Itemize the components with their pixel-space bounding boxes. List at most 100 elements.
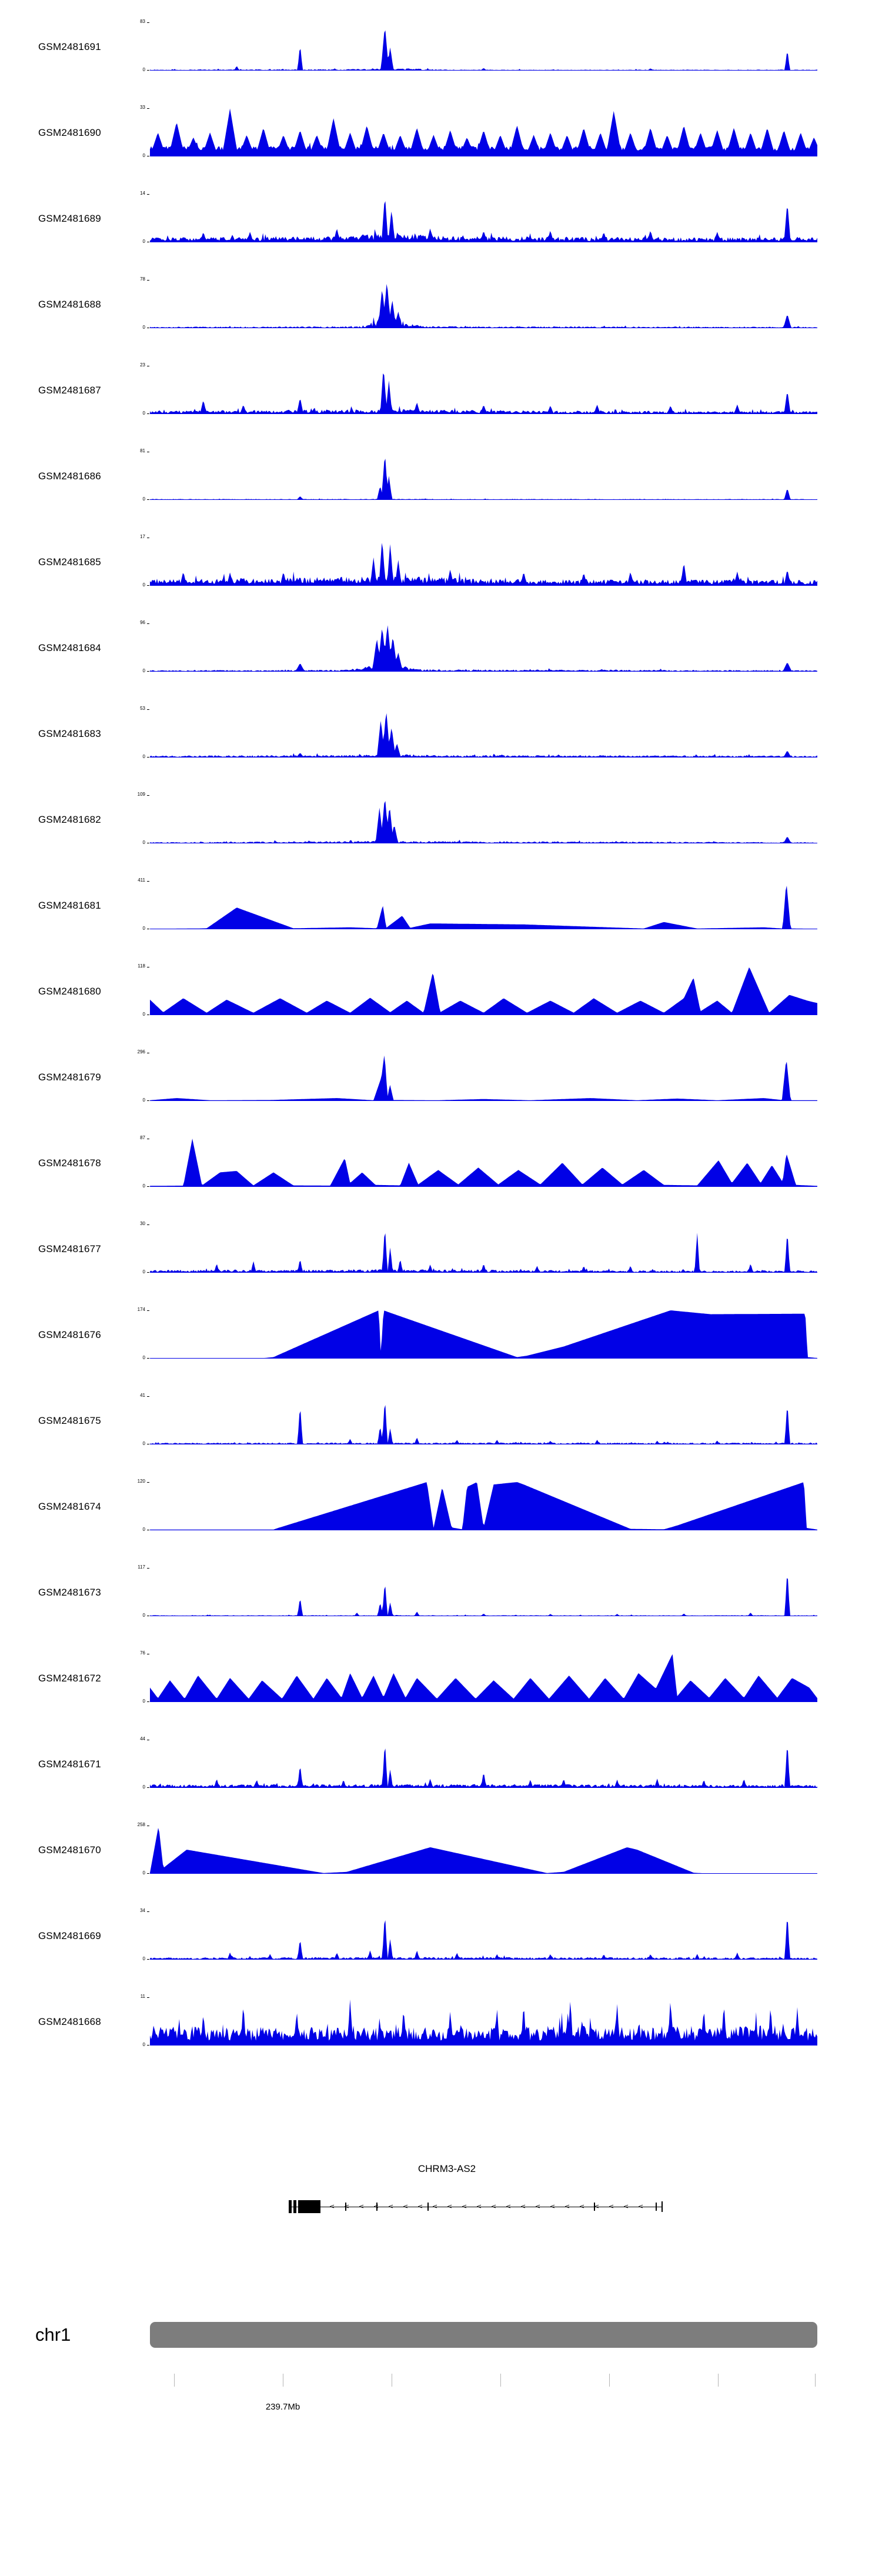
axis-tick	[147, 280, 149, 281]
left-chevron-icon: <	[388, 2203, 394, 2210]
axis-max-label: 117	[138, 1564, 145, 1570]
axis-max-label: 33	[140, 105, 145, 110]
axis-zero-label: 0	[142, 582, 145, 588]
left-chevron-icon: <	[403, 2203, 409, 2210]
track-label: GSM2481674	[38, 1501, 101, 1512]
axis-tick	[147, 671, 149, 672]
exon-block	[293, 2200, 296, 2213]
exon-block	[656, 2203, 657, 2211]
track-row: GSM2481671 44 0	[0, 1735, 882, 1821]
exon-block	[298, 2200, 320, 2213]
axis-max-label: 34	[140, 1908, 145, 1913]
left-chevron-icon: <	[462, 2203, 467, 2210]
track-label: GSM2481684	[38, 642, 101, 653]
axis-max-label: 83	[140, 19, 145, 24]
exon-block	[376, 2203, 377, 2211]
axis-max-label: 44	[140, 1736, 145, 1741]
track-label: GSM2481671	[38, 1759, 101, 1770]
exon-block	[345, 2203, 346, 2211]
track-row: GSM2481686 81 0	[0, 447, 882, 533]
axis-tick	[147, 709, 149, 710]
track-label: GSM2481688	[38, 299, 101, 310]
track-row: GSM2481685 17 0	[0, 533, 882, 619]
axis-zero-label: 0	[142, 496, 145, 502]
track-label: GSM2481672	[38, 1673, 101, 1684]
track-label: GSM2481676	[38, 1329, 101, 1340]
axis-max-label: 78	[140, 276, 145, 282]
axis-tick	[147, 1358, 149, 1359]
coverage-area	[150, 967, 817, 1015]
coverage-area	[150, 1310, 817, 1359]
track-label: GSM2481691	[38, 41, 101, 52]
left-chevron-icon: <	[579, 2203, 585, 2210]
track-label: GSM2481687	[38, 385, 101, 396]
axis-tick	[147, 1959, 149, 1960]
track-row: GSM2481677 30 0	[0, 1220, 882, 1306]
left-chevron-icon: <	[476, 2203, 482, 2210]
track-row: GSM2481673 117 0	[0, 1563, 882, 1649]
axis-zero-label: 0	[142, 668, 145, 673]
axis-zero-label: 0	[142, 1441, 145, 1446]
track-row: GSM2481672 76 0	[0, 1649, 882, 1735]
axis-zero-label: 0	[142, 1870, 145, 1876]
axis-tick	[147, 1568, 149, 1569]
exon-block	[594, 2203, 595, 2211]
track-row: GSM2481682 109 0	[0, 790, 882, 876]
ruler-tick	[609, 2374, 610, 2387]
coverage-plot	[150, 1310, 817, 1359]
axis-tick	[147, 795, 149, 796]
axis-tick	[147, 881, 149, 882]
left-chevron-icon: <	[506, 2203, 512, 2210]
axis-tick	[147, 413, 149, 414]
coverage-area	[150, 201, 817, 242]
axis-zero-label: 0	[142, 1097, 145, 1103]
ruler-position-label: 239.7Mb	[265, 2402, 300, 2412]
track-row: GSM2481683 53 0	[0, 705, 882, 790]
coverage-area	[150, 886, 817, 929]
track-label: GSM2481682	[38, 814, 101, 825]
coverage-plot	[150, 1749, 817, 1788]
left-chevron-icon: <	[520, 2203, 526, 2210]
coverage-area	[150, 543, 817, 586]
left-chevron-icon: <	[594, 2203, 600, 2210]
coverage-plot	[150, 1999, 817, 2046]
axis-zero-label: 0	[142, 325, 145, 330]
gene-name-label: CHRM3-AS2	[417, 2163, 476, 2174]
ruler-tick	[500, 2374, 501, 2387]
axis-max-label: 296	[137, 1049, 145, 1055]
axis-tick	[147, 108, 149, 109]
coverage-area	[150, 1828, 817, 1874]
axis-tick	[147, 499, 149, 500]
coverage-area	[150, 1233, 817, 1273]
axis-zero-label: 0	[142, 67, 145, 72]
coverage-area	[150, 1482, 817, 1530]
left-chevron-icon: <	[344, 2203, 350, 2210]
coverage-plot	[150, 1233, 817, 1273]
axis-tick	[147, 1310, 149, 1311]
track-label: GSM2481690	[38, 127, 101, 138]
axis-tick	[147, 1186, 149, 1187]
track-row: GSM2481679 296 0	[0, 1048, 882, 1134]
track-row: GSM2481678 87 0	[0, 1134, 882, 1220]
chromosome-ideogram	[150, 2322, 817, 2348]
track-label: GSM2481668	[38, 2016, 101, 2027]
track-label: GSM2481686	[38, 471, 101, 482]
left-chevron-icon: <	[609, 2203, 614, 2210]
left-chevron-icon: <	[550, 2203, 556, 2210]
axis-max-label: 11	[140, 1994, 145, 1999]
coverage-plot	[150, 967, 817, 1015]
left-chevron-icon: <	[638, 2203, 644, 2210]
ruler-tick	[718, 2374, 719, 2387]
track-row: GSM2481675 41 0	[0, 1392, 882, 1477]
track-label: GSM2481689	[38, 213, 101, 224]
axis-tick	[147, 1911, 149, 1912]
track-label: GSM2481677	[38, 1243, 101, 1254]
track-label: GSM2481680	[38, 986, 101, 997]
left-chevron-icon: <	[447, 2203, 453, 2210]
axis-max-label: 30	[140, 1221, 145, 1226]
axis-tick	[147, 585, 149, 586]
axis-max-label: 96	[140, 620, 145, 625]
